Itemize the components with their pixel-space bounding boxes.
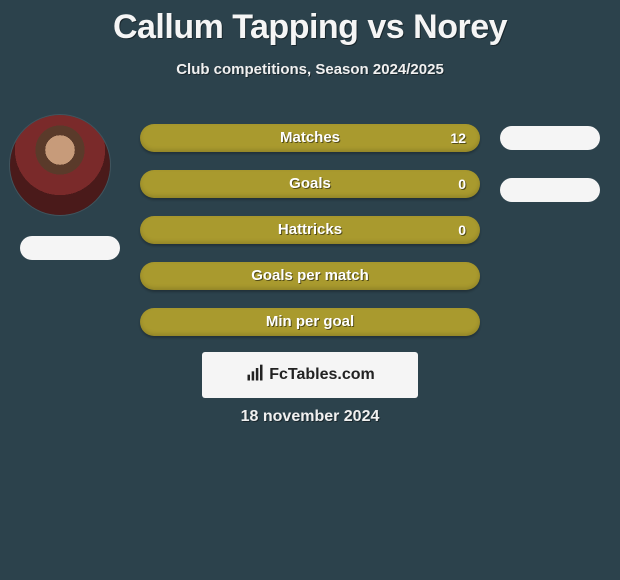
player2-badge-pill-2 — [500, 178, 600, 202]
date-text: 18 november 2024 — [0, 408, 620, 426]
stat-label: Min per goal — [140, 308, 480, 336]
stat-bars: Matches12Goals0Hattricks0Goals per match… — [140, 124, 480, 354]
stat-label: Goals — [140, 170, 480, 198]
player1-avatar — [10, 115, 110, 215]
stat-label: Goals per match — [140, 262, 480, 290]
stat-bar: Goals per match — [140, 262, 480, 290]
chart-icon — [245, 363, 265, 388]
stat-label: Hattricks — [140, 216, 480, 244]
subtitle: Club competitions, Season 2024/2025 — [0, 61, 620, 78]
stat-bar: Matches12 — [140, 124, 480, 152]
player2-badge-pill-1 — [500, 126, 600, 150]
stat-label: Matches — [140, 124, 480, 152]
stat-value: 12 — [450, 124, 466, 152]
stat-bar: Min per goal — [140, 308, 480, 336]
page-title: Callum Tapping vs Norey — [0, 0, 620, 47]
player1-badge-pill — [20, 236, 120, 260]
stat-value: 0 — [458, 170, 466, 198]
brand-badge: FcTables.com — [202, 352, 418, 398]
brand-text: FcTables.com — [269, 366, 375, 384]
stat-value: 0 — [458, 216, 466, 244]
stat-bar: Goals0 — [140, 170, 480, 198]
stat-bar: Hattricks0 — [140, 216, 480, 244]
